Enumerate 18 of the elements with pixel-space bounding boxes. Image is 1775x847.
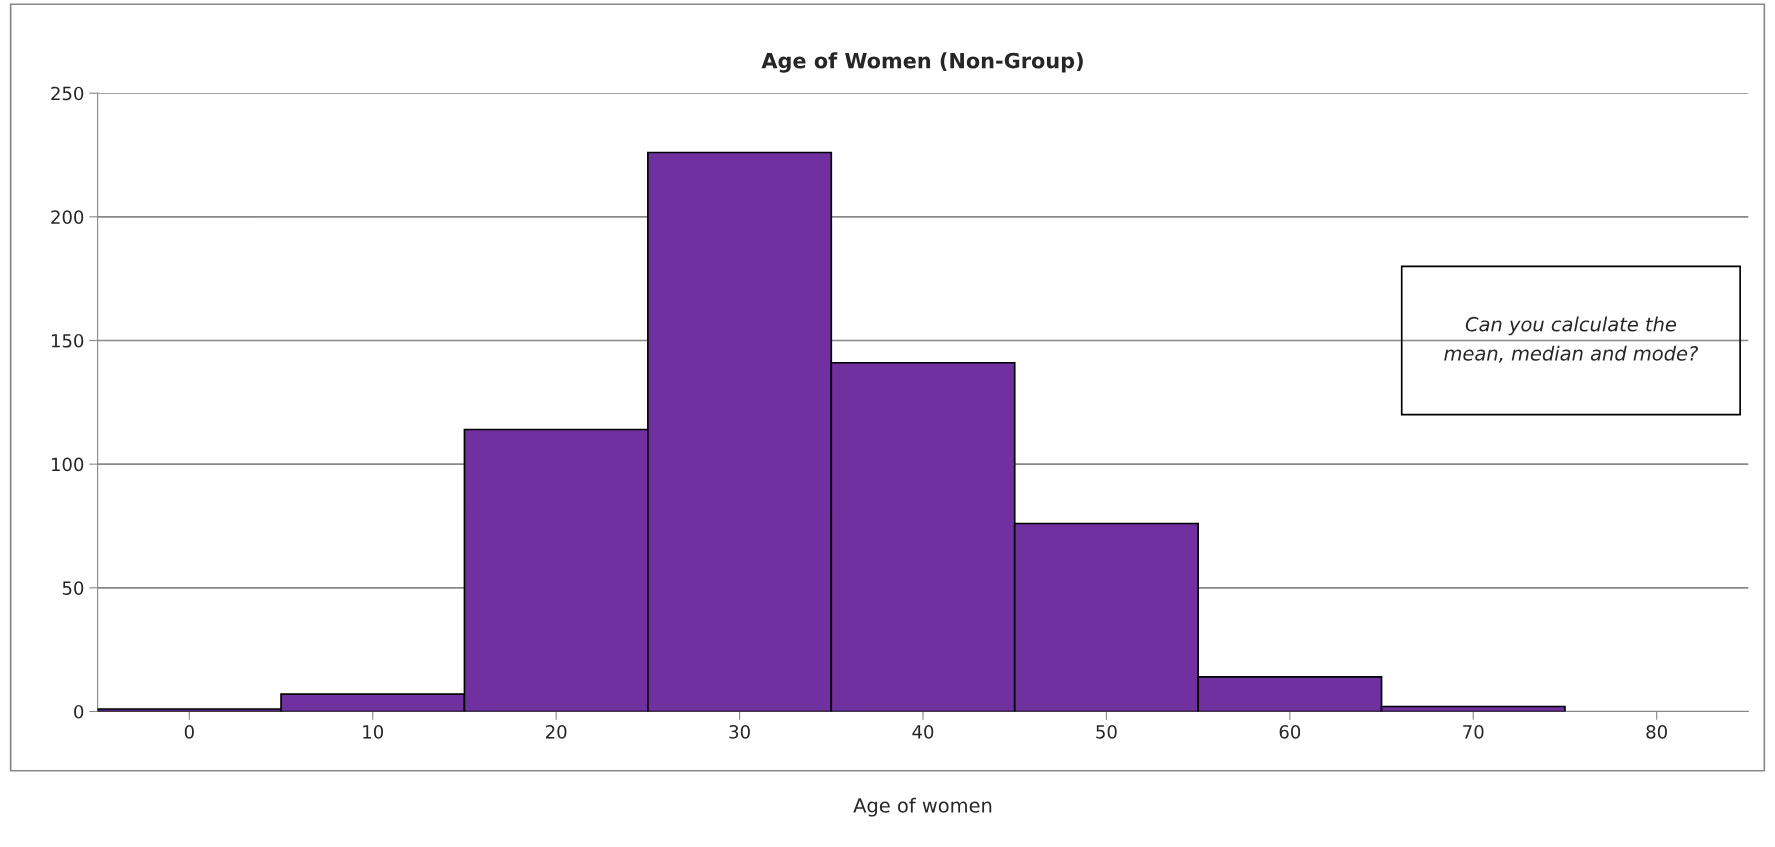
x-tick-label: 0 <box>184 724 194 739</box>
y-tick-label: 100 <box>51 457 84 472</box>
x-tick-label: 30 <box>729 724 750 739</box>
y-tick-label: 0 <box>74 704 84 719</box>
x-tick-label: 40 <box>912 724 934 739</box>
x-tick-label: 70 <box>1463 724 1484 739</box>
x-tick-label: 20 <box>546 724 567 739</box>
x-tick-label: 80 <box>1646 724 1667 739</box>
x-tick-label: 50 <box>1096 724 1117 739</box>
x-tick-label: 60 <box>1279 724 1301 739</box>
y-tick-label: 50 <box>62 581 84 595</box>
annotation: Can you calculate the mean, median and mode? <box>1444 316 1698 363</box>
x-tick-label: 10 <box>363 724 384 739</box>
chart-title: Age of Women (Non-Group) <box>761 52 1083 73</box>
x-axis-title: Age of women <box>853 797 992 817</box>
y-tick-label: 200 <box>51 210 84 224</box>
y-tick-label: 150 <box>51 333 84 348</box>
y-tick-label: 250 <box>51 86 84 101</box>
